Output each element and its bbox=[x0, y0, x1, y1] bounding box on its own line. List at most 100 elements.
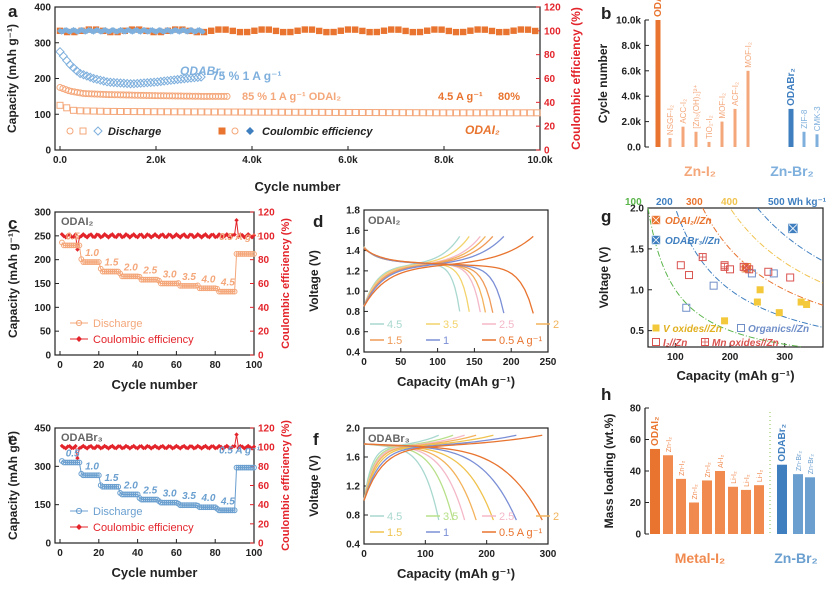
x-tick-label: 250 bbox=[540, 357, 557, 368]
rate-label: 4.0 bbox=[201, 493, 216, 504]
data-point bbox=[104, 444, 109, 450]
data-point bbox=[196, 285, 203, 292]
x-tick-label: 80 bbox=[210, 548, 222, 559]
data-point bbox=[79, 127, 87, 135]
y-tick-label: 6.0k bbox=[622, 66, 642, 77]
data-point bbox=[150, 496, 157, 503]
data-point bbox=[159, 499, 166, 506]
rate-label: 3.5 bbox=[182, 272, 196, 283]
data-point bbox=[146, 77, 156, 88]
data-point bbox=[109, 77, 119, 88]
x-tick-label: 0 bbox=[361, 357, 367, 368]
bar-label: ACF-I₂ bbox=[731, 82, 740, 106]
data-point bbox=[86, 472, 92, 479]
data-point bbox=[271, 108, 279, 116]
data-point bbox=[338, 108, 346, 116]
data-point-mark bbox=[699, 253, 707, 261]
data-point bbox=[92, 74, 102, 85]
y-axis-label: Coulombic efficiency (%) bbox=[280, 420, 292, 551]
legend: ODAI₂//Zn ODABr₃//Zn V oxides//Zn Organics/… bbox=[651, 215, 809, 349]
rate-label: 1.5 bbox=[105, 473, 119, 484]
data-point bbox=[265, 26, 272, 33]
y2-tick-label: 80 bbox=[258, 462, 270, 473]
data-point bbox=[258, 108, 266, 116]
y-tick-label: 0.4 bbox=[346, 540, 360, 551]
energy-label: 100 bbox=[625, 197, 642, 208]
data-point-mark bbox=[701, 338, 709, 346]
group-label: Metal-I₂ bbox=[675, 550, 726, 566]
bar bbox=[668, 138, 672, 147]
y-tick-label: 300 bbox=[34, 38, 51, 49]
legend-label: Organics//Zn bbox=[748, 324, 809, 335]
data-point bbox=[90, 107, 98, 115]
plot-frame bbox=[363, 209, 549, 353]
data-point bbox=[137, 232, 142, 238]
data-point bbox=[126, 491, 133, 498]
data-point bbox=[365, 109, 373, 117]
data-point bbox=[157, 280, 164, 287]
data-point bbox=[198, 285, 205, 292]
data-point bbox=[74, 242, 81, 249]
y-tick-label: 10.0k bbox=[616, 16, 641, 27]
rate-label: 4.5 bbox=[220, 278, 235, 289]
data-point bbox=[98, 446, 103, 451]
bar-label: CMK-3 bbox=[813, 106, 822, 131]
bar bbox=[702, 480, 712, 534]
data-point bbox=[258, 26, 265, 33]
data-point bbox=[105, 268, 112, 275]
data-point bbox=[652, 324, 660, 332]
bar bbox=[689, 502, 699, 534]
data-point bbox=[409, 28, 416, 36]
data-point bbox=[247, 464, 254, 471]
data-point bbox=[146, 496, 153, 503]
data-point bbox=[416, 28, 424, 36]
rate-label: 0.5 A g⁻¹ bbox=[219, 232, 260, 243]
data-point bbox=[142, 78, 153, 88]
data-point bbox=[148, 235, 154, 240]
data-point bbox=[84, 472, 91, 479]
y2-tick-label: 80 bbox=[258, 255, 270, 266]
data-point bbox=[96, 107, 104, 115]
energy-isoline bbox=[702, 207, 824, 306]
data-point bbox=[264, 108, 272, 116]
annotation: 85 % 1 A g⁻¹ ODAI₂ bbox=[242, 91, 341, 103]
data-point bbox=[211, 108, 219, 116]
data-point bbox=[223, 92, 231, 100]
charge-curve bbox=[363, 434, 465, 501]
data-point bbox=[510, 27, 517, 34]
data-point bbox=[220, 92, 228, 100]
legend-label: Discharge bbox=[93, 506, 143, 518]
bar bbox=[805, 477, 815, 534]
data-point bbox=[500, 109, 508, 117]
bar-label: Al-I₂ bbox=[718, 455, 725, 469]
y-tick-label: 60 bbox=[630, 435, 642, 446]
rate-label: 4.0 bbox=[201, 274, 216, 285]
bar bbox=[681, 126, 685, 147]
data-point bbox=[68, 459, 75, 466]
data-point bbox=[65, 232, 70, 238]
data-point bbox=[92, 445, 98, 451]
data-point bbox=[287, 28, 294, 36]
data-point bbox=[131, 232, 136, 237]
y-tick-label: 100 bbox=[34, 110, 51, 121]
y-axis-label: Capacity (mAh g⁻¹) bbox=[6, 229, 20, 338]
y-axis-label: Capacity (mAh g⁻¹) bbox=[5, 24, 19, 133]
legend: 4.5 3.5 2.5 2 1.5 1 0.5 A g⁻¹ bbox=[370, 511, 559, 539]
bar bbox=[802, 131, 806, 147]
y2-tick-label: 0 bbox=[258, 351, 264, 362]
legend-label: V oxides//Zn bbox=[663, 324, 722, 335]
data-point bbox=[493, 109, 501, 117]
y-tick-label: 200 bbox=[34, 255, 51, 266]
y-tick-label: 2.0 bbox=[630, 204, 644, 215]
data-point bbox=[185, 502, 191, 509]
x-tick-label: 300 bbox=[540, 549, 557, 560]
bar-label: Zn-I₂ bbox=[705, 462, 712, 477]
data-point bbox=[137, 108, 145, 116]
data-point bbox=[236, 28, 244, 36]
data-point bbox=[92, 259, 98, 265]
bar-label: ODABr₂ bbox=[777, 424, 788, 462]
data-point bbox=[116, 107, 124, 115]
y-tick-label: 0.0 bbox=[627, 143, 641, 154]
y-axis-label: Voltage (V) bbox=[597, 247, 611, 309]
panel-g: g 100 200 300 0.5 1.0 1.5 2.0 Voltage (V) Capacit… bbox=[597, 197, 827, 383]
